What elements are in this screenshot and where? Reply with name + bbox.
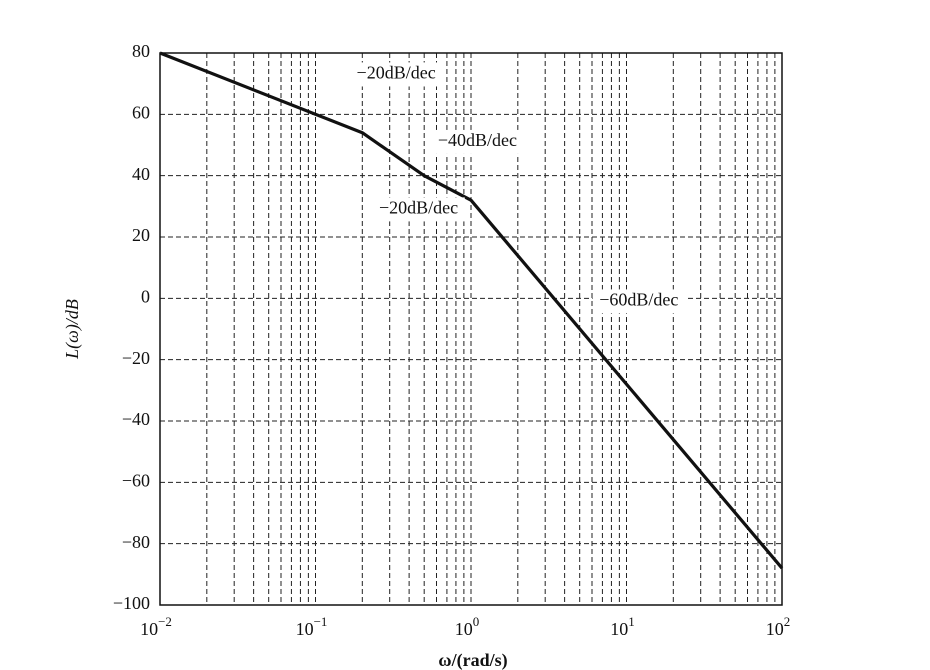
x-tick-label: 10−1 [296, 614, 328, 639]
y-tick-label: 0 [141, 286, 150, 306]
slope-annotation: −20dB/dec [379, 198, 458, 218]
plot-frame [159, 52, 783, 606]
slope-annotation: −40dB/dec [438, 130, 517, 150]
y-axis-label: L(ω)/dB [62, 299, 83, 360]
x-tick-label: 100 [455, 614, 480, 639]
y-tick-label: 60 [132, 102, 150, 122]
slope-annotation: −20dB/dec [357, 63, 436, 83]
slope-annotation: −60dB/dec [599, 290, 678, 310]
annotation-background [592, 289, 686, 314]
y-tick-label: −20 [122, 348, 150, 368]
grid [160, 53, 782, 605]
y-tick-label: −80 [122, 532, 150, 552]
annotation-background [372, 197, 465, 222]
annotations: −20dB/dec −40dB/dec −20dB/dec −60dB/dec [349, 62, 686, 314]
y-tick-label: 40 [132, 164, 150, 184]
y-tick-label: −100 [113, 593, 150, 613]
y-tick-label: 20 [132, 225, 150, 245]
magnitude-series-line [159, 51, 784, 570]
annotation-background [431, 129, 524, 154]
x-tick-label: 101 [610, 614, 635, 639]
annotation-background [349, 62, 443, 87]
x-tick-labels: 10−2 10−1 100 101 102 [140, 614, 790, 639]
y-tick-label: 80 [132, 41, 150, 61]
y-tick-label: −40 [122, 409, 150, 429]
x-tick-label: 10−2 [140, 614, 172, 639]
x-axis-label: ω/(rad/s) [438, 650, 507, 670]
series-layer [159, 51, 784, 570]
x-tick-label: 102 [766, 614, 791, 639]
y-tick-labels: 80 60 40 20 0 −20 −40 −60 −80 −100 [113, 41, 150, 613]
y-tick-label: −60 [122, 470, 150, 490]
